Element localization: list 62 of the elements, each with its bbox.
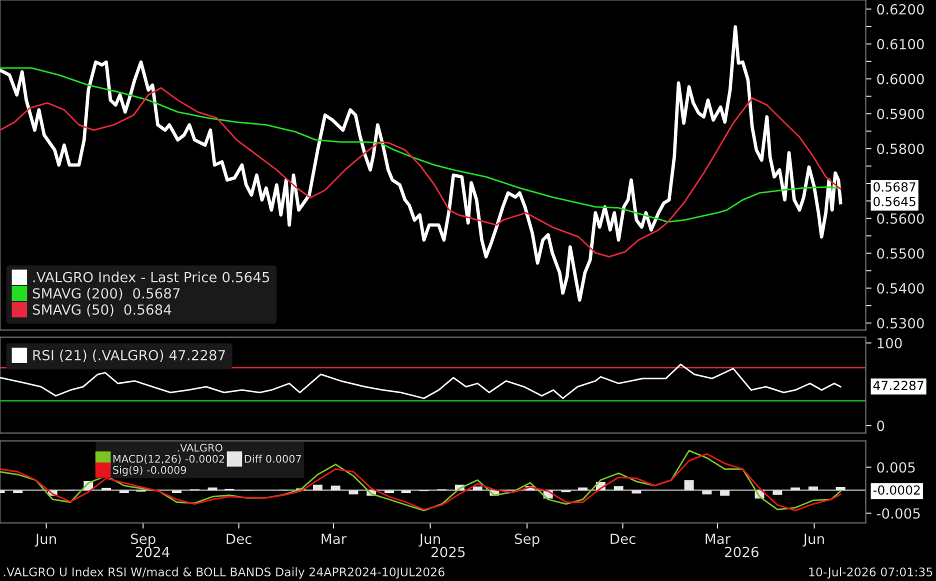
bar	[632, 490, 642, 494]
x2-tick-label: 2025	[432, 546, 465, 558]
y-tick-label: 0.6200	[877, 4, 924, 15]
bar	[578, 487, 588, 490]
bar	[312, 484, 322, 490]
bar	[348, 490, 358, 494]
annotation: -0.0002	[873, 485, 920, 495]
y-tick-label: 0.5300	[877, 318, 924, 329]
legend-label: .VALGRO Index - Last Price 0.5645	[33, 272, 270, 282]
series-label: RSI (21) (.VALGRO) 47.2287	[33, 350, 225, 362]
x-tick-label: Dec	[226, 534, 252, 544]
bar	[772, 490, 782, 495]
x-tick-label: Mar	[322, 534, 347, 544]
legend-title: .VALGRO	[178, 444, 222, 452]
y-tick-label: 0.5800	[877, 144, 924, 154]
bar	[401, 490, 411, 493]
legend-label: Diff 0.0007	[244, 454, 301, 463]
x2-tick-label: 2024	[136, 546, 170, 558]
bar	[13, 490, 23, 493]
legend-label: Sig(9) -0.0009	[113, 466, 186, 476]
y-tick-label: 0	[877, 420, 884, 432]
annotation: 0.5687	[874, 182, 916, 192]
x-tick-label: Sep	[130, 534, 156, 547]
y-tick-label: -0.005	[876, 508, 920, 519]
bar	[119, 490, 129, 493]
y-tick-label: 0.6100	[877, 38, 924, 50]
x-tick-label: Jun	[802, 534, 824, 547]
x-tick-label: Sep	[514, 534, 540, 547]
bar	[790, 487, 800, 490]
bar	[702, 490, 712, 494]
bar	[172, 490, 182, 493]
line-series	[0, 67, 842, 223]
line-series	[0, 364, 842, 400]
bar	[384, 490, 394, 493]
x-tick-label: Jun	[418, 534, 440, 547]
legend-label: MACD(12,26) -0.0002	[113, 454, 224, 464]
line-series	[0, 87, 842, 258]
text: .VALGRO U Index RSI W/macd & BOLL BANDS Daily 24APR2024-10JUL2026	[4, 567, 444, 579]
x-tick-label: Dec	[610, 534, 636, 544]
bar	[808, 486, 818, 490]
x-tick-label: Mar	[706, 534, 731, 544]
y-tick-label: 0.5500	[877, 248, 924, 259]
legend-label: SMAVG (200) 0.5687	[32, 288, 180, 300]
y-tick-label: 0.5900	[877, 108, 924, 120]
x-tick-label: Jun	[34, 534, 56, 547]
y-tick-label: 0.6000	[877, 74, 924, 84]
bar	[614, 486, 624, 490]
y-tick-label: 100	[878, 338, 902, 348]
y-tick-label: 0.5600	[877, 213, 924, 224]
bar	[684, 480, 694, 490]
legend-label: SMAVG (50) 0.5684	[32, 304, 172, 316]
y-tick-label: 0.005	[877, 462, 915, 473]
x2-tick-label: 2026	[725, 546, 758, 558]
bar	[330, 486, 340, 490]
text: 10-Jul-2026 07:01:35	[809, 567, 932, 579]
annotation: 0.5645	[874, 196, 916, 206]
line-series	[0, 25, 842, 302]
bar	[836, 487, 846, 490]
y-tick-label: 0.5400	[877, 283, 924, 294]
annotation: 47.2287	[873, 380, 924, 390]
bar	[720, 490, 730, 496]
bar	[472, 486, 482, 490]
